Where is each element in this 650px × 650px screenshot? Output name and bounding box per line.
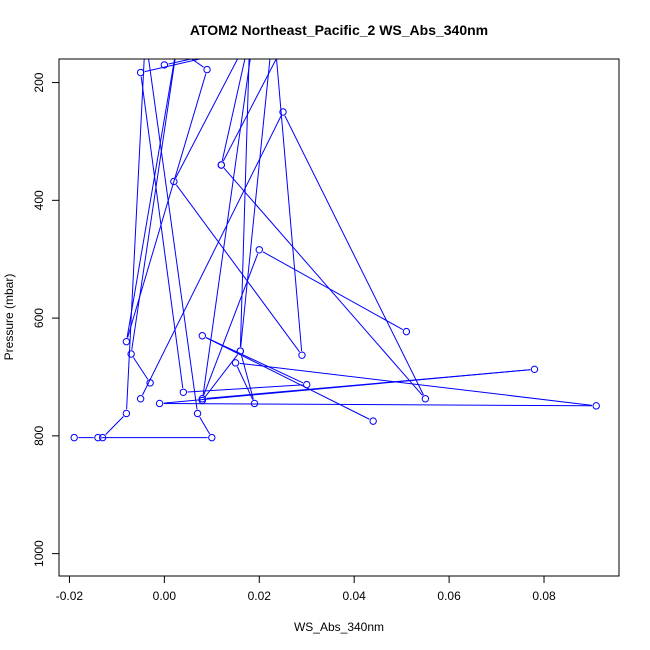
data-point: [127, 350, 135, 358]
data-point: [155, 399, 164, 408]
data-point: [70, 433, 78, 442]
x-axis: -0.02 0.00 0.02 0.04 0.06 0.08: [56, 575, 556, 603]
data-point: [136, 68, 145, 77]
series-segment: [148, 59, 198, 410]
data-point: [175, 32, 181, 38]
x-tick-label: 0.06: [437, 589, 461, 603]
series-segment: [140, 76, 184, 389]
x-tick-label: -0.02: [56, 589, 84, 603]
data-point: [203, 65, 211, 74]
y-tick-label: 200: [32, 72, 46, 92]
data-point: [208, 433, 216, 442]
chart-title: ATOM2 Northeast_Pacific_2 WS_Abs_340nm: [190, 22, 488, 38]
data-point: [375, 15, 381, 21]
data-point: [402, 327, 411, 336]
y-axis-label: Pressure (mbar): [2, 274, 16, 361]
data-point: [136, 395, 145, 403]
data-point: [98, 433, 107, 442]
data-point: [198, 332, 207, 340]
x-tick-label: 0.00: [153, 589, 177, 603]
series-segment: [239, 362, 593, 406]
y-tick-label: 400: [32, 190, 46, 210]
series-segment: [133, 357, 149, 380]
series-segment: [203, 253, 259, 396]
data-point: [298, 351, 306, 359]
data-point: [217, 161, 226, 169]
data-point: [122, 337, 131, 346]
data-point: [179, 388, 188, 396]
data-point: [94, 433, 102, 442]
series-segment: [144, 59, 203, 73]
x-tick-label: 0.02: [248, 589, 272, 603]
series-segment: [240, 354, 254, 400]
series-segment: [284, 115, 424, 396]
series-segment: [205, 337, 304, 384]
series-segment: [199, 416, 211, 435]
y-axis: 200 400 600 800 1000: [32, 72, 60, 567]
data-point: [231, 359, 240, 367]
data-point: [146, 379, 154, 387]
y-tick-label: 600: [32, 308, 46, 328]
series-segment: [127, 73, 207, 338]
series-segment: [187, 384, 303, 393]
x-tick-label: 0.04: [343, 589, 367, 603]
plot-area: [70, 0, 600, 442]
data-point: [250, 399, 259, 408]
data-point: [122, 409, 131, 418]
y-tick-label: 800: [32, 426, 46, 446]
series-segment: [222, 59, 277, 162]
series-segment: [105, 416, 124, 435]
y-tick-label: 1000: [32, 540, 46, 567]
data-point: [303, 380, 311, 389]
x-axis-label: WS_Abs_340nm: [294, 620, 384, 634]
series-segment: [142, 115, 282, 396]
plot-frame: [58, 58, 620, 577]
data-point: [369, 417, 377, 425]
data-point: [198, 395, 207, 403]
series-segment: [276, 59, 303, 352]
data-point: [255, 246, 263, 254]
data-point: [304, 0, 310, 3]
series-segment: [163, 402, 593, 407]
data-point: [530, 365, 539, 374]
series-segment: [175, 184, 300, 353]
data-point: [142, 32, 148, 38]
data-point: [193, 409, 202, 418]
series-segment: [262, 251, 403, 331]
series-segment: [126, 59, 176, 338]
series-segment: [175, 59, 239, 178]
data-point: [421, 395, 430, 403]
data-point: [279, 108, 287, 116]
data-point: [592, 402, 600, 410]
series-segment: [223, 167, 423, 396]
x-tick-label: 0.08: [532, 589, 556, 603]
series-segment: [205, 337, 370, 420]
series-segment: [126, 59, 145, 410]
data-point: [104, 0, 110, 3]
series-segment: [221, 59, 246, 161]
data-point: [160, 61, 169, 69]
series-segment: [206, 369, 531, 399]
data-point: [170, 177, 178, 186]
series-segment: [240, 59, 271, 347]
